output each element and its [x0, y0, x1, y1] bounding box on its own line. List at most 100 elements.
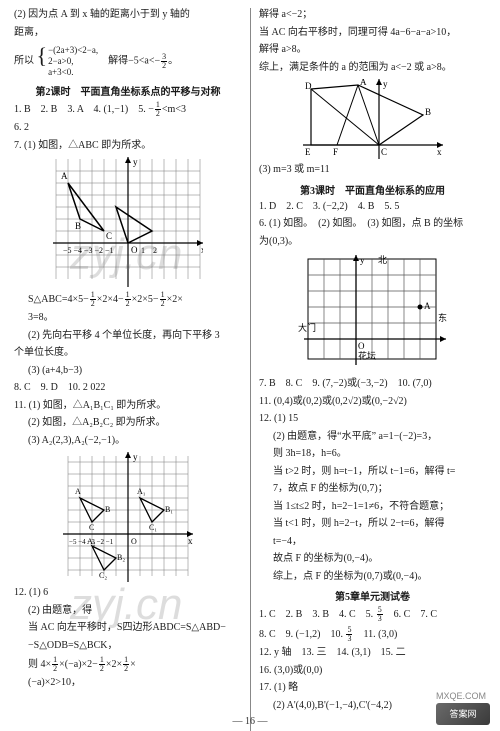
text: 。 — [168, 56, 178, 67]
answers: 7. B 8. C 9. (7,−2)或(−3,−2) 10. (7,0) — [259, 377, 486, 392]
svg-text:A: A — [61, 171, 68, 181]
text: (2) 因为点 A 到 x 轴的距离小于到 y 轴的 — [14, 8, 242, 23]
answers: 1. C 2. B 3. B 4. C 5. 53 6. C 7. C — [259, 606, 486, 623]
svg-text:1 2: 1 2 — [141, 246, 157, 255]
text: 当 AC 向左平移时，S四边形ABDC=S△ABD− — [14, 621, 242, 636]
eq: 2−a>0, — [48, 56, 98, 67]
text: 11. (3,0) — [353, 629, 397, 640]
text: 当 t<1 时，则 h=2−t，所以 2−t=6，解得 — [259, 517, 486, 532]
text: 综上，满足条件的 a 的范围为 a<−2 或 a>8。 — [259, 61, 486, 76]
svg-text:O: O — [358, 341, 365, 351]
svg-text:y: y — [133, 452, 138, 462]
answers: 12. (1) 15 — [259, 412, 486, 427]
answers: 12. y 轴 13. 三 14. (3,1) 15. 二 — [259, 646, 486, 661]
svg-text:B: B — [425, 107, 431, 117]
eq: a+3<0. — [48, 67, 98, 78]
svg-text:x: x — [201, 245, 203, 255]
right-column: 解得 a<−2； 当 AC 向右平移时，同理可得 4a−6−a−a>10， 解得… — [250, 8, 486, 731]
text: 解得 a<−2； — [259, 8, 486, 23]
url-text: MXQE.COM — [436, 691, 486, 701]
text: 则 3h=18，h=6。 — [259, 447, 486, 462]
answers: 6. 2 — [14, 121, 242, 136]
text: 则 4× — [28, 659, 51, 670]
text: 8. C 9. (−1,2) 10. — [259, 629, 345, 640]
text: <m<3 — [162, 104, 186, 115]
calc: 3=8。 — [14, 311, 242, 326]
text: 故点 F 的坐标为(0,−4)。 — [259, 552, 486, 567]
text: 距离， — [14, 26, 242, 41]
text: (2) 先向右平移 4 个单位长度，再向下平移 3 — [14, 329, 242, 344]
answers: 11. (0,4)或(0,2)或(0,2√2)或(0,−2√2) — [259, 395, 486, 410]
text: 1. C 2. B 3. B 4. C 5. — [259, 609, 376, 620]
section-heading: 第3课时 平面直角坐标系的应用 — [259, 182, 486, 197]
section-heading: 第5章单元测试卷 — [259, 588, 486, 603]
text: 当 1≤t≤2 时，h=2−1=1≠6，不符合题意； — [259, 500, 486, 515]
svg-text:x: x — [437, 147, 442, 157]
answers: 6. (1) 如图。 (2) 如图。 (3) 如图，点 B 的坐标 — [259, 217, 486, 232]
text: (2) 由题意，得“水平底” a=1−(−2)=3， — [259, 430, 486, 445]
answers: 16. (3,0)或(0,0) — [259, 664, 486, 679]
answers: (3) A₂(2,3),A₂(−2,−1)。 — [14, 434, 242, 449]
text: ×2×5− — [132, 294, 159, 305]
coordinate-figure-1: x y A B C O −5 −4 −3 −2 −1 1 2 — [53, 157, 203, 287]
text: 6. C 7. C — [384, 609, 437, 620]
section-heading: 第2课时 平面直角坐标系点的平移与对称 — [14, 83, 242, 98]
text: ×2× — [167, 294, 183, 305]
text: S△ABC=4×5− — [28, 294, 89, 305]
text: 综上，点 F 的坐标为(0,7)或(0,−4)。 — [259, 570, 486, 585]
svg-text:y: y — [360, 255, 365, 265]
text: 1. B 2. B 3. A 4. (1,−1) 5. − — [14, 104, 154, 115]
text: (3) m=3 或 m=11 — [259, 163, 486, 178]
answers: 11. (1) 如图，△A₁B₁C₁ 即为所求。 — [14, 399, 242, 414]
svg-text:x: x — [188, 536, 193, 546]
geometry-figure: D A B E F C x y — [303, 79, 443, 159]
answers: 为(0,3)。 — [259, 235, 486, 250]
system-line: 所以 { −(2a+3)<2−a, 2−a>0, a+3<0. 解得−5<a<−… — [14, 43, 242, 79]
svg-text:C: C — [381, 147, 387, 157]
svg-text:C: C — [106, 231, 112, 241]
map-figure: A y 北 东 大门 O 花坛 — [298, 253, 448, 373]
svg-text:东: 东 — [438, 312, 447, 323]
brace-system: { −(2a+3)<2−a, 2−a>0, a+3<0. — [37, 45, 99, 77]
svg-text:D: D — [305, 81, 312, 91]
text: 当 t>2 时，则 h=t−1，所以 t−1=6，解得 t= — [259, 465, 486, 480]
svg-text:C₂: C₂ — [99, 571, 107, 580]
text: ×(−a)×2− — [59, 659, 98, 670]
svg-text:C₁: C₁ — [149, 523, 157, 532]
svg-text:A₁: A₁ — [137, 487, 146, 496]
text: ×2×4− — [97, 294, 124, 305]
svg-text:F: F — [333, 147, 338, 157]
answers: 8. C 9. (−1,2) 10. 53 11. (3,0) — [259, 626, 486, 643]
text: 解得 a>8。 — [259, 43, 486, 58]
svg-text:y: y — [383, 79, 388, 89]
svg-text:−5 −4 −3 −2 −1: −5 −4 −3 −2 −1 — [69, 538, 114, 546]
svg-text:O: O — [131, 537, 137, 546]
svg-text:C: C — [89, 523, 94, 532]
label-flower: 花坛 — [358, 350, 376, 361]
svg-text:A: A — [75, 487, 81, 496]
stamp-badge: 答案网 — [436, 703, 490, 725]
text: (−a)×2>10， — [14, 676, 242, 691]
svg-text:A: A — [360, 79, 367, 87]
svg-text:B: B — [75, 221, 81, 231]
answers: 1. B 2. B 3. A 4. (1,−1) 5. −12<m<3 — [14, 101, 242, 118]
coordinate-figure-2: xy A₁B₁C₁ ABC A₂B₂C₂ −5 −4 −3 −2 −1 O — [63, 452, 193, 582]
svg-text:O: O — [131, 245, 138, 255]
answers: 7. (1) 如图，△ABC 即为所求。 — [14, 139, 242, 154]
svg-text:B: B — [105, 505, 110, 514]
answers: 1. D 2. C 3. (−2,2) 4. B 5. 5 — [259, 200, 486, 215]
svg-text:E: E — [305, 147, 311, 157]
page-number: — 16 — — [0, 716, 500, 727]
fraction: 32 — [161, 53, 167, 70]
text: 当 AC 向右平移时，同理可得 4a−6−a−a>10， — [259, 26, 486, 41]
answers: 8. C 9. D 10. 2 022 — [14, 381, 242, 396]
svg-text:A: A — [424, 301, 431, 311]
text: 个单位长度。 — [14, 346, 242, 361]
text: ×2× — [106, 659, 122, 670]
svg-text:y: y — [133, 157, 138, 167]
svg-text:北: 北 — [378, 255, 387, 265]
text: −S△ODB=S△BCK， — [14, 639, 242, 654]
calc: S△ABC=4×5−12×2×4−12×2×5−12×2× — [14, 291, 242, 308]
text: × — [130, 659, 136, 670]
answers: 12. (1) 6 — [14, 586, 242, 601]
